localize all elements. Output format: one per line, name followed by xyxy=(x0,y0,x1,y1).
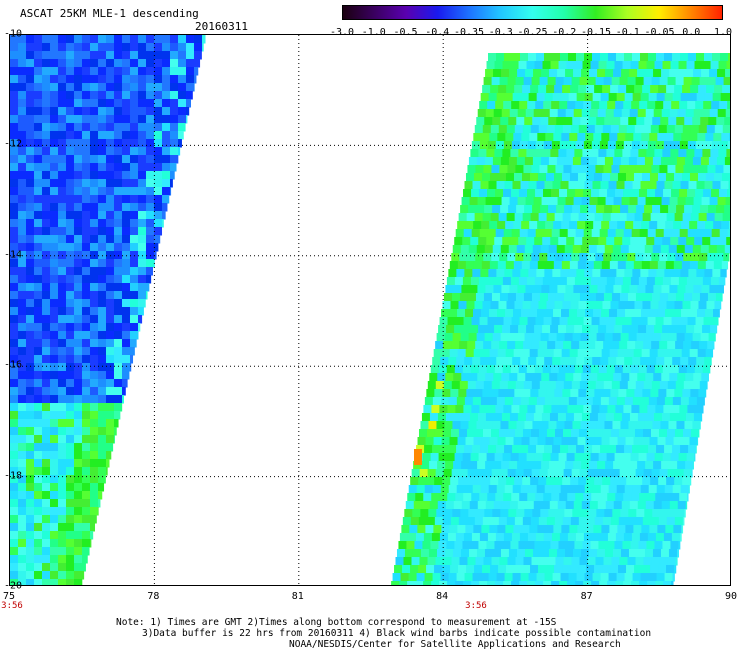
map-panel xyxy=(9,34,731,586)
map-date: 20160311 xyxy=(195,20,248,33)
swath-plot xyxy=(10,35,730,585)
color-scale-tick-label: -0.3 xyxy=(488,27,513,38)
longitude-tick-label: 90 xyxy=(724,591,738,602)
color-scale-tick-label: -0.2 xyxy=(552,27,577,38)
longitude-tick-label: 84 xyxy=(436,591,449,602)
color-scale-tick-label: -3.0 xyxy=(329,27,355,38)
high-value-pixel xyxy=(414,449,422,465)
color-scale-tick-label: -0.1 xyxy=(615,27,640,38)
latitude-tick-label: -20 xyxy=(4,580,23,592)
latitude-tick-label: -16 xyxy=(4,359,23,371)
color-scale-bar xyxy=(342,5,723,20)
note-line-1: Note: 1) Times are GMT 2)Times along bot… xyxy=(116,617,557,628)
color-scale-tick-label: -0.35 xyxy=(453,27,485,38)
right-swath xyxy=(391,53,730,585)
longitude-tick-label: 75 xyxy=(2,591,16,602)
longitude-tick-label: 87 xyxy=(580,591,593,602)
latitude-tick-label: -12 xyxy=(4,138,23,150)
map-title: ASCAT 25KM MLE-1 descending xyxy=(20,7,199,20)
color-scale-tick-label: -0.25 xyxy=(517,27,548,38)
note-line-2: 3)Data buffer is 22 hrs from 20160311 4)… xyxy=(142,628,652,639)
time-label-right: 3:56 xyxy=(465,601,487,611)
color-scale-tick-label: 1.0 xyxy=(713,27,733,38)
left-swath xyxy=(10,35,206,585)
color-scale-tick-label: -1.0 xyxy=(361,27,386,38)
color-scale-tick-label: 0.0 xyxy=(682,27,701,38)
longitude-tick-label: 81 xyxy=(291,591,304,602)
color-scale-tick-label: -0.5 xyxy=(393,27,418,38)
time-label-left: 3:56 xyxy=(1,601,23,611)
latitude-tick-label: -18 xyxy=(4,470,23,482)
color-scale-tick-label: -0.05 xyxy=(644,27,675,38)
graticule xyxy=(10,35,730,585)
note-line-3: NOAA/NESDIS/Center for Satellite Applica… xyxy=(289,639,621,650)
longitude-tick-label: 78 xyxy=(147,591,160,602)
latitude-tick-label: -10 xyxy=(4,28,23,40)
color-scale-tick-label: -0.4 xyxy=(425,27,450,38)
color-scale-tick-label: -0.15 xyxy=(580,27,612,38)
latitude-tick-label: -14 xyxy=(4,249,23,261)
